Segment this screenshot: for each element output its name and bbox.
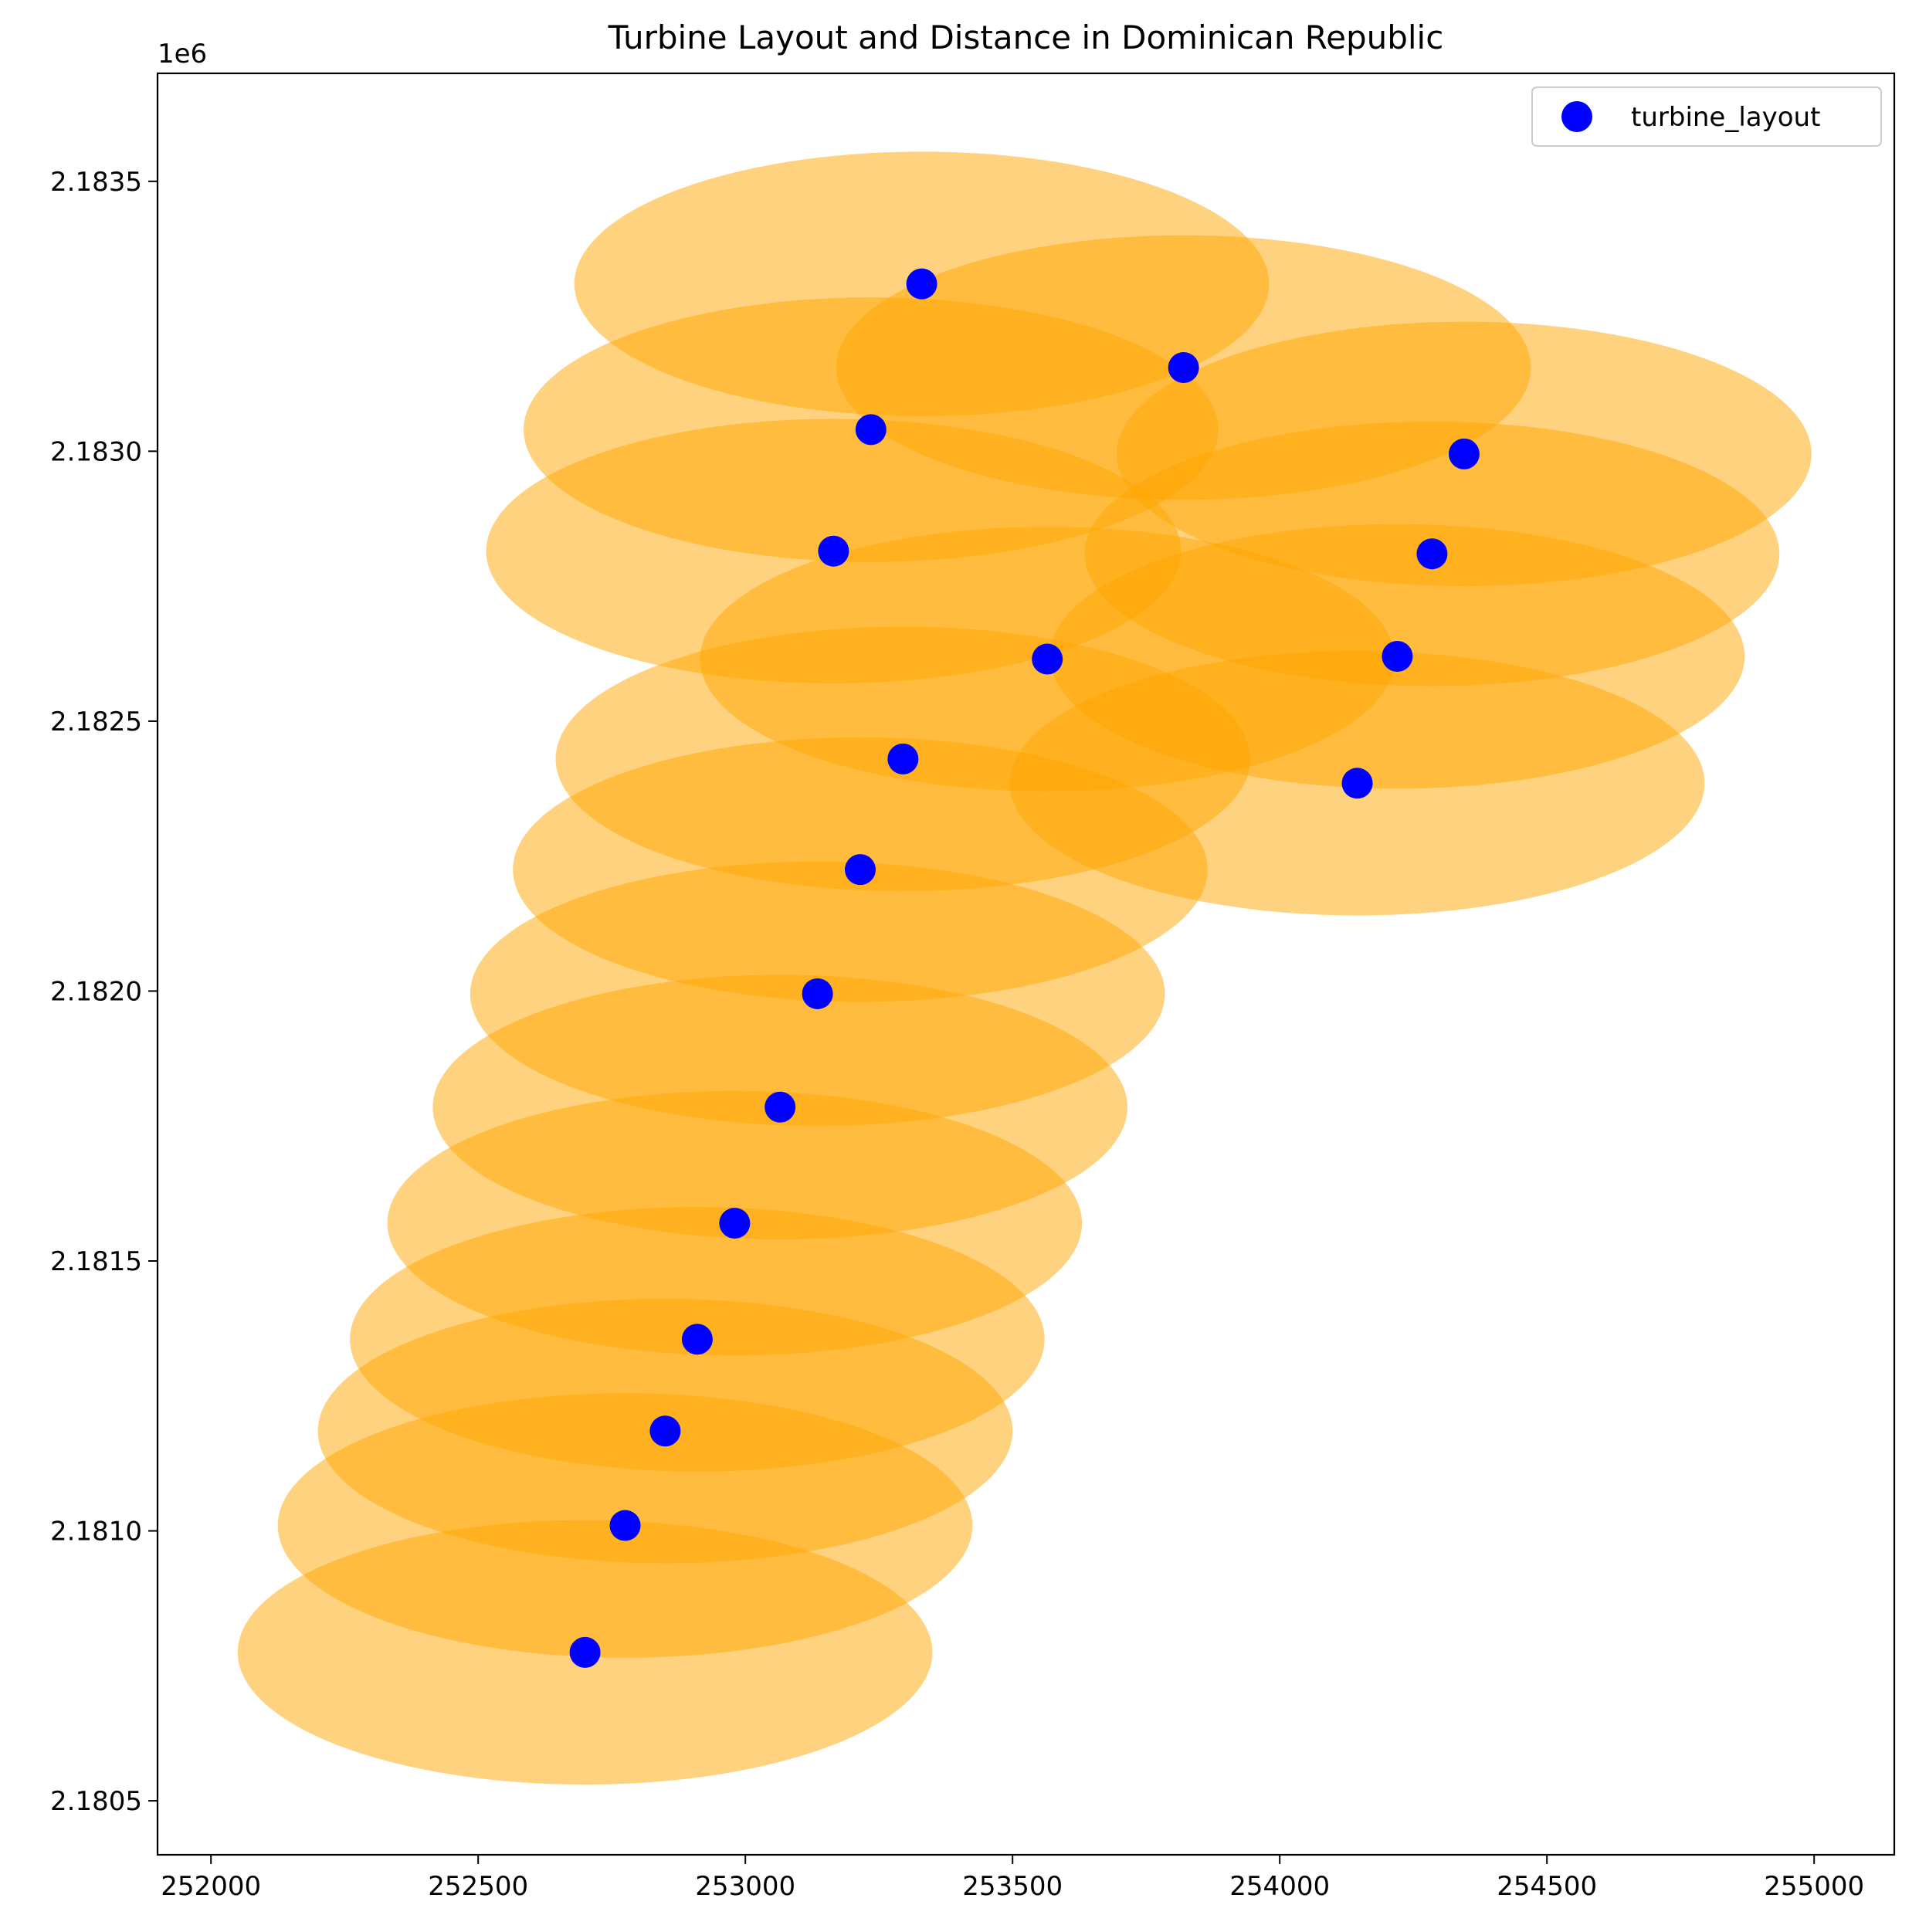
turbine-point <box>765 1091 796 1123</box>
turbine-point <box>1382 641 1413 673</box>
y-axis-ticks: 2.1805 2.1810 2.1815 2.1820 2.1825 2.1830 2.18… <box>50 167 158 1817</box>
turbine-point <box>649 1415 681 1447</box>
y-tick-label: 2.1810 <box>50 1517 142 1547</box>
y-tick-label: 2.1830 <box>50 436 142 467</box>
turbine-point <box>719 1208 751 1239</box>
x-tick-label: 252000 <box>161 1871 261 1902</box>
y-tick-label: 2.1825 <box>50 707 142 737</box>
turbine-point <box>887 743 919 774</box>
turbine-point <box>802 978 833 1009</box>
turbine-point <box>906 268 937 300</box>
legend: turbine_layout <box>1531 86 1882 147</box>
turbine-point <box>1416 538 1448 570</box>
x-tick-label: 253500 <box>962 1871 1063 1902</box>
turbine-point <box>1448 438 1480 469</box>
y-tick-label: 2.1835 <box>50 167 142 198</box>
turbine-point <box>844 854 876 886</box>
distance-ellipses <box>237 151 1812 1785</box>
turbine-point <box>569 1636 601 1668</box>
legend-marker <box>1561 101 1592 132</box>
x-tick-label: 254500 <box>1497 1871 1597 1902</box>
y-tick-label: 2.1815 <box>50 1246 142 1277</box>
turbine-point <box>1168 352 1199 384</box>
turbine-points <box>569 268 1480 1668</box>
turbine-point <box>681 1324 713 1355</box>
y-axis-offset-label: 1e6 <box>158 39 207 69</box>
x-tick-label: 253000 <box>695 1871 795 1902</box>
y-tick-label: 2.1820 <box>50 976 142 1007</box>
axes-frame <box>156 72 1896 1856</box>
legend-box <box>1531 86 1882 147</box>
turbine-point <box>609 1510 641 1541</box>
legend-label-turbine-layout: turbine_layout <box>1631 102 1820 133</box>
y-tick-label: 2.1805 <box>50 1786 142 1817</box>
turbine-point <box>818 535 849 567</box>
x-tick-label: 254000 <box>1229 1871 1330 1902</box>
x-tick-label: 255000 <box>1764 1871 1864 1902</box>
turbine-point <box>1341 768 1373 799</box>
x-tick-label: 252500 <box>428 1871 528 1902</box>
x-axis-ticks: 252000 252500 253000 253500 254000 254500 2550… <box>161 1855 1864 1902</box>
turbine-point <box>1032 643 1063 675</box>
turbine-point <box>855 414 887 446</box>
chart-title: Turbine Layout and Distance in Dominican… <box>608 19 1444 56</box>
